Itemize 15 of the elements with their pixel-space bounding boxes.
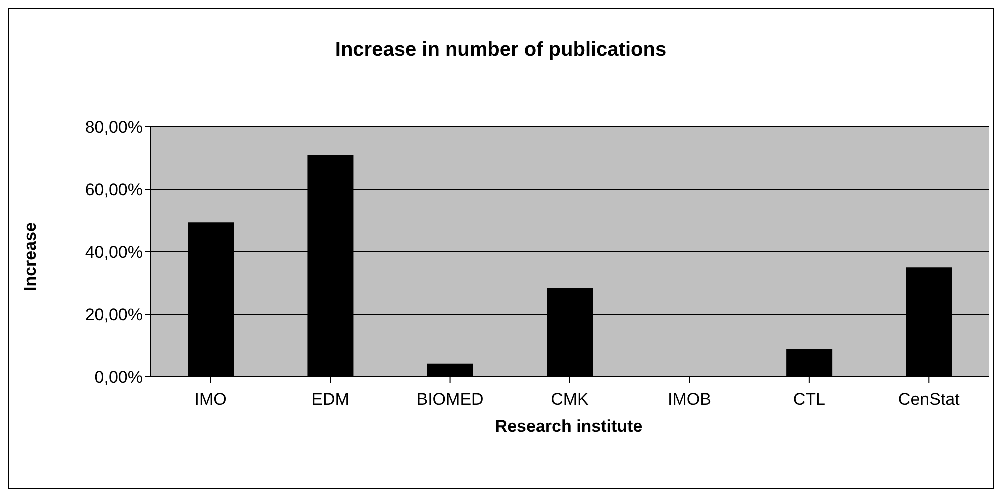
- y-tick-label: 20,00%: [85, 306, 143, 325]
- x-tick-label: CenStat: [898, 390, 960, 410]
- y-tick-label: 80,00%: [85, 118, 143, 138]
- x-tick-label: EDM: [312, 390, 350, 410]
- y-axis-title: Increase: [21, 222, 41, 292]
- x-tick-label: CTL: [793, 390, 826, 410]
- x-tick-label: BIOMED: [416, 390, 484, 410]
- y-tick-label: 0,00%: [94, 368, 143, 388]
- x-tick-label: IMOB: [668, 390, 712, 410]
- x-tick-label: CMK: [551, 390, 590, 410]
- y-tick-label: 40,00%: [85, 243, 143, 262]
- x-axis-title: Research institute: [494, 417, 644, 437]
- chart-title: Increase in number of publications: [334, 39, 668, 62]
- x-tick-label: IMO: [194, 390, 227, 410]
- y-tick-label: 60,00%: [85, 180, 143, 200]
